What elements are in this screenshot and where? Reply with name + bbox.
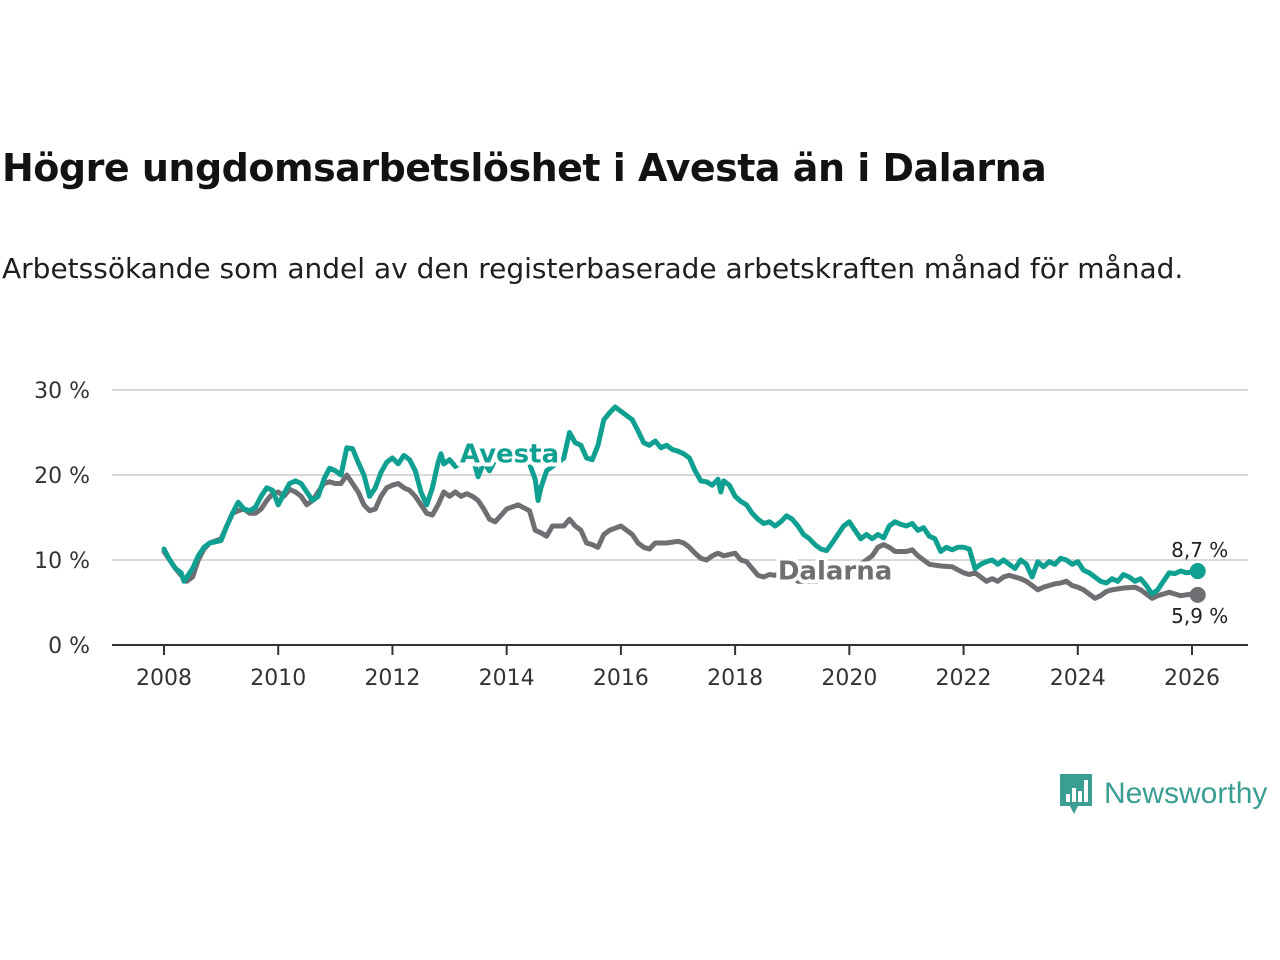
x-tick-label: 2024	[1050, 666, 1106, 691]
y-tick-label: 30 %	[34, 379, 90, 404]
series-label-halo: Avesta	[460, 439, 559, 469]
x-tick-label: 2010	[250, 666, 306, 691]
y-tick-label: 20 %	[34, 464, 90, 489]
axis-layer: 0 % 10 % 20 % 30 % 2008 2010 2012 2014 2016 2018 2…	[34, 379, 1248, 691]
chart-title: Högre ungdomsarbetslöshet i Avesta än i …	[2, 146, 1047, 190]
bar-chart-speech-bubble-icon	[1060, 774, 1092, 814]
end-point-avesta	[1189, 563, 1206, 580]
grid-layer	[112, 389, 1248, 561]
series-layer	[161, 404, 1206, 603]
series-line-avesta	[161, 404, 1201, 597]
end-label-avesta: 8,7 %	[1171, 538, 1228, 562]
series-label-avesta: Avesta	[460, 439, 559, 469]
newsworthy-logo: Newsworthy	[1058, 772, 1267, 816]
x-tick-label: 2012	[364, 666, 420, 691]
y-tick-label: 10 %	[34, 549, 90, 574]
x-tick-label: 2016	[593, 666, 649, 691]
x-tick-label: 2014	[479, 666, 535, 691]
x-tick-label: 2022	[936, 666, 992, 691]
end-point-dalarna	[1189, 586, 1206, 603]
x-tick-label: 2026	[1164, 666, 1220, 691]
series-label-dalarna: Dalarna	[778, 557, 892, 587]
x-tick-label: 2020	[821, 666, 877, 691]
line-chart: 0 % 10 % 20 % 30 % 2008 2010 2012 2014 2016 2018 2…	[34, 379, 1248, 691]
chart-subtitle: Arbetssökande som andel av den registerb…	[2, 252, 1184, 285]
series-label-halo: Dalarna	[778, 557, 892, 587]
end-label-dalarna: 5,9 %	[1171, 604, 1228, 628]
logo-text: Newsworthy	[1104, 777, 1268, 810]
x-tick-label: 2018	[707, 666, 763, 691]
y-tick-label: 0 %	[48, 634, 90, 659]
x-tick-label: 2008	[136, 666, 192, 691]
